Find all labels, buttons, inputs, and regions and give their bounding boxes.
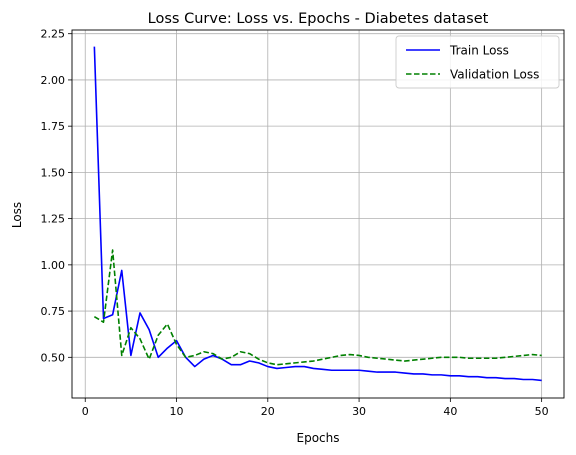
y-tick-label: 1.00 xyxy=(41,259,66,272)
x-tick-label: 30 xyxy=(352,405,366,418)
series-layer xyxy=(93,46,542,382)
y-tick-label: 0.75 xyxy=(41,305,66,318)
legend-box xyxy=(395,35,560,89)
legend-label-train-loss: Train Loss xyxy=(449,44,509,58)
y-tick-label: 0.50 xyxy=(41,351,66,364)
x-tick-label: 10 xyxy=(170,405,184,418)
x-tick-label: 40 xyxy=(443,405,457,418)
x-tick-label: 0 xyxy=(82,405,89,418)
chart-title: Loss Curve: Loss vs. Epochs - Diabetes d… xyxy=(148,11,489,27)
x-tick-label: 20 xyxy=(261,405,275,418)
series-line-train-loss xyxy=(93,46,542,382)
y-axis-label: Loss xyxy=(10,202,24,228)
grid xyxy=(72,30,564,398)
y-axis-ticks: 0.50 0.75 1.00 1.25 1.50 1.75 2.00 2.25 xyxy=(41,28,72,364)
y-tick-label: 2.25 xyxy=(41,28,66,41)
legend-label-validation-loss: Validation Loss xyxy=(450,68,539,82)
x-tick-label: 50 xyxy=(535,405,549,418)
y-tick-label: 2.00 xyxy=(41,74,66,87)
x-axis-ticks: 0 10 20 30 40 50 xyxy=(82,398,549,418)
y-tick-label: 1.25 xyxy=(41,213,66,226)
series-line-validation-loss xyxy=(93,249,542,366)
y-tick-label: 1.50 xyxy=(41,166,66,179)
legend: Train Loss Validation Loss xyxy=(395,35,560,89)
x-axis-label: Epochs xyxy=(297,431,340,445)
y-tick-label: 1.75 xyxy=(41,120,66,133)
axes-frame xyxy=(71,29,565,399)
